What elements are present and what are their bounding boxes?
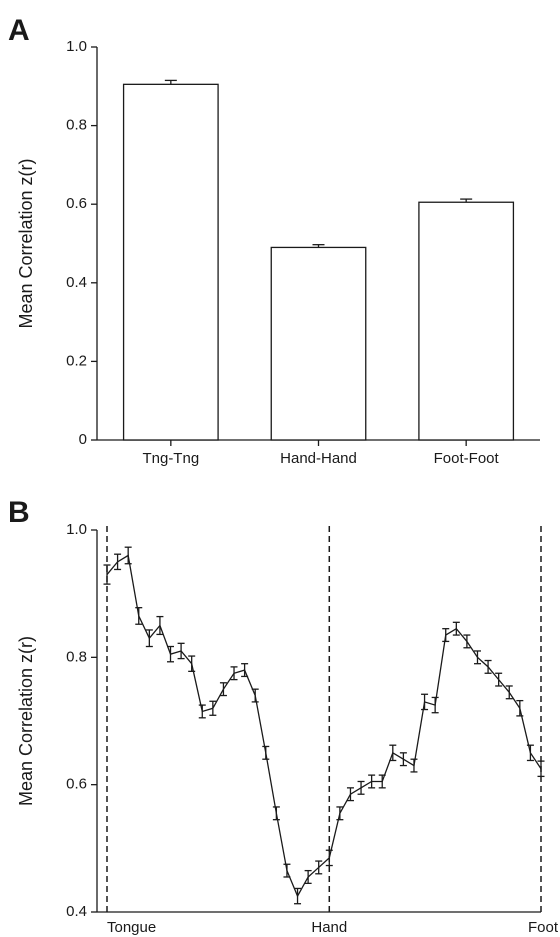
y-tick-label: 0 xyxy=(79,431,87,448)
y-tick-label: 0.2 xyxy=(66,352,87,369)
y-tick-label: 0.6 xyxy=(66,195,87,212)
panel-label: A xyxy=(8,14,30,47)
x-tick-label: Foot-Foot xyxy=(434,450,500,467)
y-tick-label: 0.8 xyxy=(66,648,87,665)
bar xyxy=(270,246,367,441)
x-tick-label: Tongue xyxy=(107,919,156,936)
y-axis-label: Mean Correlation z(r) xyxy=(16,636,36,806)
bar xyxy=(122,83,219,441)
y-tick-label: 0.6 xyxy=(66,776,87,793)
y-tick-label: 0.8 xyxy=(66,117,87,134)
x-tick-label: Foot xyxy=(528,919,559,936)
x-tick-label: Tng-Tng xyxy=(142,450,199,467)
y-axis-label: Mean Correlation z(r) xyxy=(16,158,36,328)
line xyxy=(106,554,542,898)
x-tick-label: Hand-Hand xyxy=(280,450,357,467)
y-tick-label: 1.0 xyxy=(66,38,87,55)
y-tick-label: 1.0 xyxy=(66,521,87,538)
x-tick-label: Hand xyxy=(311,919,347,936)
bar xyxy=(418,201,515,441)
y-tick-label: 0.4 xyxy=(66,903,87,920)
y-tick-label: 0.4 xyxy=(66,274,87,291)
panel-label: B xyxy=(8,496,30,529)
